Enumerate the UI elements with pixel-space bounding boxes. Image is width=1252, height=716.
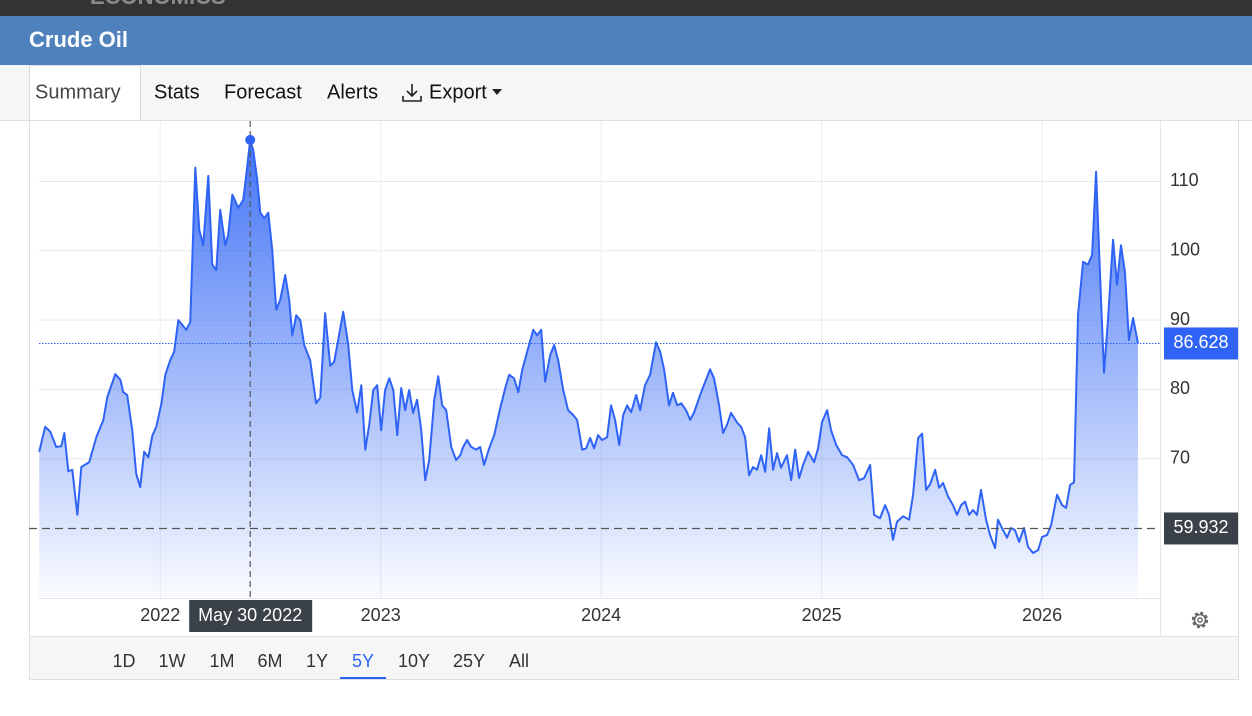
range-selected-underline [340,677,386,679]
download-icon [402,84,422,102]
range-button[interactable]: 25Y [453,651,485,671]
tab[interactable]: Export [429,81,487,103]
brand: ECONOMICS [90,0,226,9]
price-line [38,138,1139,554]
x-tick-label: 2022 [140,605,180,625]
ui: Summary Stats Forecast Alerts Export 1D 1W 1M 6M… [29,65,529,679]
y-tick-label: 100 [1170,240,1200,260]
range-button[interactable]: 1D [112,651,135,671]
x-tick-label: 2023 [361,605,401,625]
gear-ring [1193,613,1207,627]
tab[interactable]: Stats [154,81,200,103]
range-button[interactable]: 1W [159,651,186,671]
range-bar [30,636,1238,679]
gear-hub [1197,617,1203,623]
x-tick-label: 2025 [802,605,842,625]
crosshair-label: May 30 2022 [198,605,302,625]
y-tick-label: 70 [1170,447,1190,467]
y-tick-label: 80 [1170,378,1190,398]
top-bar [0,0,1252,16]
settings-icon[interactable] [1191,611,1209,629]
plot: 70 80 90 100 110 2022 2023 2024 2025 2026 59.932 86… [29,121,1238,632]
reference-label: 59.932 [1173,517,1228,537]
y-tick-label: 90 [1170,309,1190,329]
range-button[interactable]: 1M [209,651,234,671]
last-value-label-bg [1164,327,1238,360]
header-bar [0,16,1252,65]
range-button[interactable]: 10Y [398,651,430,671]
crosshair-label-bg [189,600,313,632]
reference-label-bg [1164,512,1238,545]
range-button[interactable]: All [509,651,529,671]
area-fill [39,139,1138,598]
tab[interactable]: Forecast [224,81,302,103]
last-value-label: 86.628 [1173,332,1228,352]
range-button[interactable]: 5Y [352,651,374,671]
tab-selected-bg [29,65,141,121]
dropdown-caret [492,89,502,95]
x-tick-label: 2024 [581,605,621,625]
gear-teeth [1191,611,1209,629]
crosshair-point [245,134,256,145]
tab-bar [0,65,1252,120]
tab[interactable]: Alerts [327,81,378,103]
range-button[interactable]: 1Y [306,651,328,671]
page-title: Crude Oil [29,27,128,52]
tab[interactable]: Summary [35,81,121,103]
x-tick-label: 2026 [1022,605,1062,625]
y-tick-label: 110 [1170,170,1199,190]
range-button[interactable]: 6M [257,651,282,671]
